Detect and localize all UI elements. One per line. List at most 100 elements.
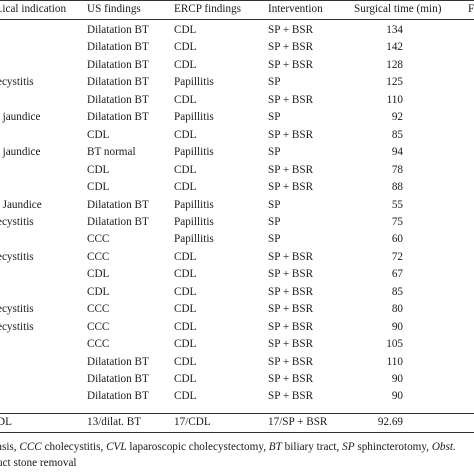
cell-indication: ecystitis — [0, 320, 34, 333]
cell-surgical-time: 134 — [386, 24, 403, 36]
footnote-text: asis, — [0, 441, 17, 453]
header-us-findings: US findings — [87, 3, 141, 15]
cell-intervention: SP — [268, 146, 281, 159]
summary-intervention: 17/SP + BSR — [268, 416, 328, 428]
cell-intervention: SP — [268, 215, 281, 228]
header-rule — [0, 19, 474, 20]
bottom-rule — [0, 432, 474, 433]
summary-indication: DL — [0, 416, 12, 428]
cell-indication: ecystitis — [0, 250, 34, 263]
cell-indication: . Jaundice — [0, 198, 42, 211]
cell-surgical-time: 110 — [386, 355, 403, 368]
cell-ercp-findings: CDL — [174, 268, 197, 281]
cell-ercp-findings: CDL — [174, 93, 197, 106]
cell-us-findings: BT normal — [87, 146, 136, 159]
cell-intervention: SP + BSR — [268, 268, 314, 281]
cell-ercp-findings: CDL — [174, 285, 197, 298]
cell-us-findings: Dilatation BT — [87, 24, 149, 36]
cell-us-findings: CDL — [87, 268, 110, 281]
cell-surgical-time: 60 — [391, 233, 403, 246]
cell-intervention: SP + BSR — [268, 128, 314, 141]
cell-intervention: SP + BSR — [268, 181, 314, 194]
cell-intervention: SP + BSR — [268, 373, 314, 385]
cell-intervention: SP — [268, 233, 281, 246]
cell-us-findings: CCC — [87, 250, 110, 263]
cell-intervention: SP — [268, 198, 281, 211]
cell-ercp-findings: CDL — [174, 373, 197, 385]
cell-intervention: SP — [268, 111, 281, 124]
summary-time: 92.69 — [377, 416, 403, 428]
cell-surgical-time: 85 — [391, 285, 403, 298]
cell-us-findings: Dilatation BT — [87, 41, 149, 54]
cell-surgical-time: 78 — [391, 163, 403, 176]
cell-ercp-findings: Papillitis — [174, 215, 214, 228]
cell-us-findings: Dilatation BT — [87, 58, 149, 71]
cell-ercp-findings: CDL — [174, 128, 197, 141]
cell-surgical-time: 94 — [391, 146, 403, 159]
cell-ercp-findings: Papillitis — [174, 146, 214, 159]
cell-intervention: SP + BSR — [268, 163, 314, 176]
cell-us-findings: CCC — [87, 303, 110, 316]
footnote-text: cholecystitis, — [41, 441, 107, 453]
footnote-abbreviation: CVL — [106, 441, 127, 453]
footnote-abbreviation: Obst. — [431, 441, 456, 453]
cell-us-findings: CCC — [87, 320, 110, 333]
cell-intervention: SP + BSR — [268, 41, 314, 54]
cell-surgical-time: 85 — [391, 128, 403, 141]
cell-us-findings: Dilatation BT — [87, 198, 149, 211]
cell-indication: ecystitis — [0, 76, 34, 89]
cell-surgical-time: 75 — [391, 215, 403, 228]
cell-intervention: SP + BSR — [268, 338, 314, 351]
cell-surgical-time: 67 — [391, 268, 403, 281]
header-surgical-time: Surgical time (min) — [354, 3, 442, 15]
footnote-line-2: uct stone removal — [0, 457, 77, 469]
cell-us-findings: CCC — [87, 233, 110, 246]
cell-us-findings: Dilatation BT — [87, 93, 149, 106]
cell-us-findings: Dilatation BT — [87, 215, 149, 228]
cell-intervention: SP + BSR — [268, 390, 314, 403]
cell-us-findings: CDL — [87, 285, 110, 298]
cell-ercp-findings: Papillitis — [174, 198, 214, 211]
summary-us: 13/dilat. BT — [87, 416, 142, 428]
cell-indication: . jaundice — [0, 111, 41, 124]
cell-surgical-time: 80 — [391, 303, 403, 316]
summary-ercp: 17/CDL — [174, 416, 211, 428]
cell-us-findings: Dilatation BT — [87, 111, 149, 124]
cell-intervention: SP + BSR — [268, 355, 314, 368]
cell-surgical-time: 142 — [386, 41, 403, 54]
cell-surgical-time: 55 — [391, 198, 403, 211]
footnote-text: laparoscopic cholecystectomy, — [126, 441, 269, 453]
cell-intervention: SP + BSR — [268, 24, 314, 36]
cell-us-findings: Dilatation BT — [87, 390, 149, 403]
footnote-abbreviation: CCC — [19, 441, 42, 453]
cell-intervention: SP + BSR — [268, 285, 314, 298]
cell-us-findings: Dilatation BT — [87, 373, 149, 385]
cell-intervention: SP — [268, 76, 281, 89]
header-intervention: Intervention — [268, 3, 323, 15]
cell-intervention: SP + BSR — [268, 303, 314, 316]
cell-surgical-time: 92 — [391, 111, 403, 124]
cell-surgical-time: 88 — [391, 181, 403, 194]
cell-surgical-time: 125 — [386, 76, 403, 89]
footnote-abbreviation: BT — [268, 441, 282, 453]
cell-intervention: SP + BSR — [268, 320, 314, 333]
footnote-line-1: asis, CCC cholecystitis, CVL laparoscopi… — [0, 440, 456, 454]
cell-us-findings: Dilatation BT — [87, 355, 149, 368]
footnote-text: biliary tract, — [281, 441, 343, 453]
cell-ercp-findings: CDL — [174, 320, 197, 333]
header-next-column: F — [468, 3, 474, 15]
cell-ercp-findings: CDL — [174, 41, 197, 54]
cell-surgical-time: 90 — [391, 373, 403, 385]
header-ercp-findings: ERCP findings — [174, 3, 242, 15]
cell-surgical-time: 72 — [391, 250, 403, 263]
footnote-text: sphincterotomy, — [354, 441, 432, 453]
cell-ercp-findings: CDL — [174, 163, 197, 176]
top-rule — [0, 0, 474, 1]
cell-us-findings: CDL — [87, 128, 110, 141]
cell-ercp-findings: Papillitis — [174, 111, 214, 124]
header-clinical-indication: ...ical indication — [0, 3, 67, 15]
cell-us-findings: CDL — [87, 181, 110, 194]
cell-surgical-time: 90 — [391, 320, 403, 333]
cell-surgical-time: 110 — [386, 93, 403, 106]
cell-ercp-findings: CDL — [174, 355, 197, 368]
